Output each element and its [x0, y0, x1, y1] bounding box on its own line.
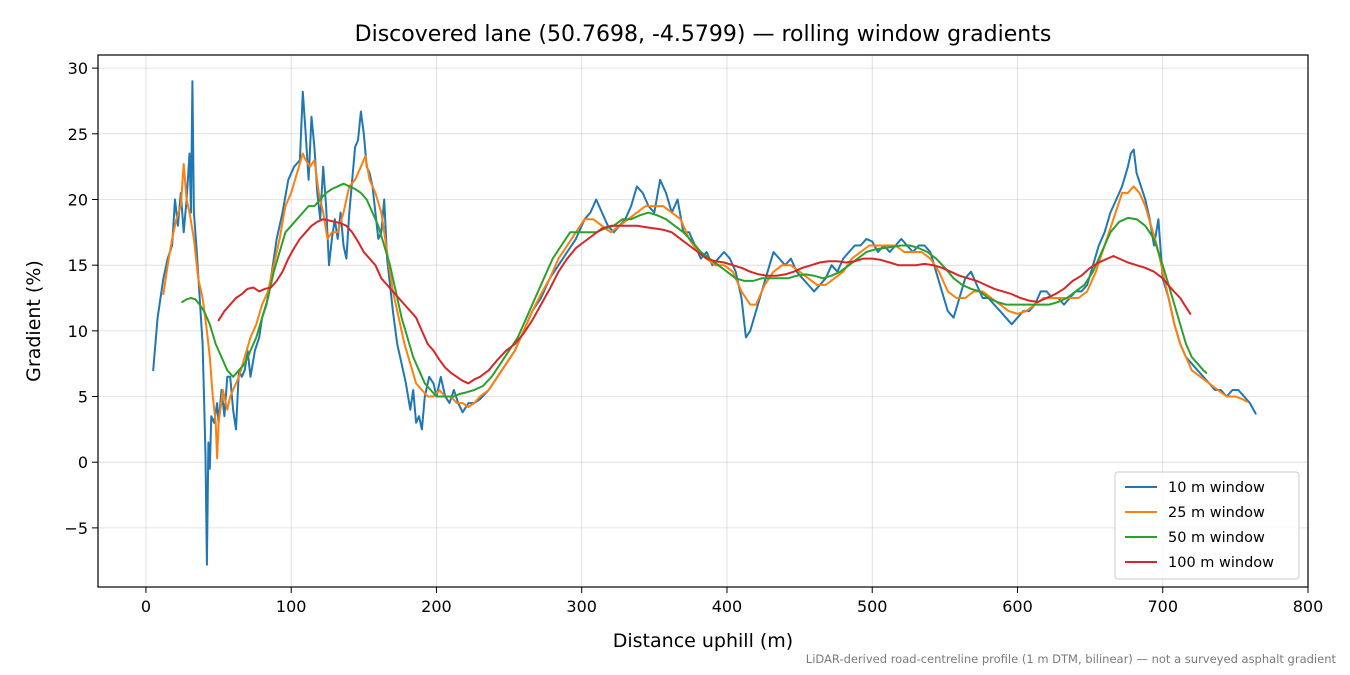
x-axis: 0 100 200 300 400 500 600 700 800	[141, 587, 1323, 616]
y-axis: −5 0 5 10 15 20 25 30	[64, 59, 98, 538]
x-tick-label: 300	[566, 597, 597, 616]
x-tick-label: 400	[712, 597, 743, 616]
legend-label: 50 m window	[1168, 530, 1265, 546]
legend-label: 25 m window	[1168, 505, 1265, 521]
series-line-4	[217, 218, 1192, 385]
y-tick-label: 30	[68, 59, 88, 78]
y-tick-label: 25	[68, 125, 88, 144]
footnote: LiDAR-derived road-centreline profile (1…	[805, 652, 1336, 666]
legend-label: 10 m window	[1168, 480, 1265, 496]
y-tick-label: −5	[64, 519, 88, 538]
y-tick-label: 10	[68, 322, 88, 341]
series-line-3	[181, 182, 1208, 398]
x-tick-label: 200	[421, 597, 452, 616]
y-tick-label: 5	[78, 388, 88, 407]
y-axis-label: Gradient (%)	[23, 260, 45, 382]
legend-label: 100 m window	[1168, 555, 1274, 571]
x-axis-label: Distance uphill (m)	[613, 630, 793, 652]
series-line-1	[152, 80, 1257, 566]
series-lines	[152, 80, 1257, 566]
grid	[98, 55, 1309, 587]
legend: 10 m window 25 m window 50 m window 100 m w…	[1114, 471, 1300, 580]
x-tick-label: 100	[276, 597, 307, 616]
x-tick-label: 500	[857, 597, 888, 616]
y-tick-label: 15	[68, 256, 88, 275]
y-tick-label: 20	[68, 190, 88, 209]
plot-frame	[97, 54, 1309, 588]
y-tick-label: 0	[78, 453, 88, 472]
series-line-2	[162, 152, 1248, 460]
x-tick-label: 600	[1002, 597, 1033, 616]
x-tick-label: 700	[1147, 597, 1178, 616]
x-tick-label: 0	[141, 597, 151, 616]
legend-box	[1114, 471, 1300, 580]
x-tick-label: 800	[1293, 597, 1324, 616]
chart-title: Discovered lane (50.7698, -4.5799) — rol…	[355, 22, 1052, 47]
